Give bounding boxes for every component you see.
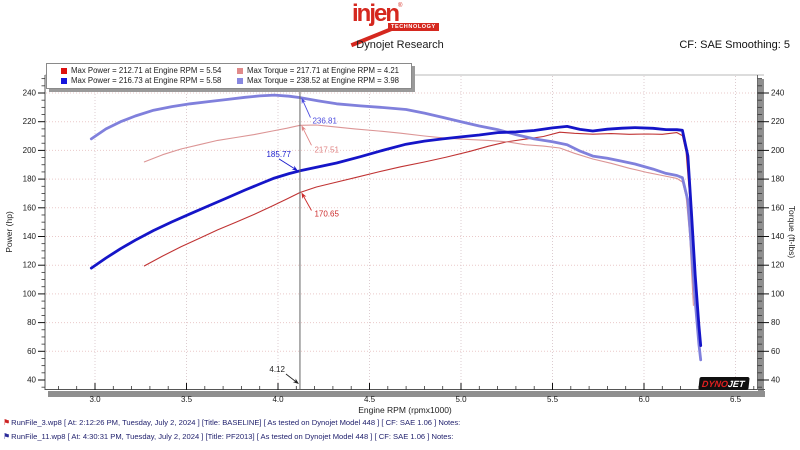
run-flag-icon: ⚑ (3, 418, 11, 427)
pf2013-power-curve (89, 125, 703, 348)
legend-swatch-icon (237, 67, 243, 74)
registered-mark-icon: ® (398, 3, 403, 9)
torque-axis-tick-label: 80 (771, 318, 780, 327)
annotation-label: 236.81 (312, 117, 337, 126)
legend-label: Max Torque = 217.71 at Engine RPM = 4.21 (247, 66, 399, 75)
annotation-arrowhead-icon (292, 378, 299, 384)
x-axis-tick-label: 3.0 (89, 395, 101, 404)
x-axis-tick-label: 6.0 (638, 395, 650, 404)
dynojet-logo-jet: JET (727, 379, 746, 389)
legend-swatch-icon (237, 77, 243, 84)
power-axis-tick-label: 100 (23, 289, 37, 298)
x-axis-tick-label: 6.5 (730, 395, 742, 404)
dynojet-logo: DYNOJET (698, 377, 750, 390)
annotation-arrow (302, 100, 311, 118)
power-axis-label: Power (hp) (4, 211, 14, 253)
torque-axis-tick-label: 140 (771, 232, 785, 241)
annotation-label: 185.77 (266, 150, 291, 159)
annotation-arrowhead-icon (291, 165, 298, 171)
smoothing-setting[interactable]: CF: SAE Smoothing: 5 (679, 39, 790, 51)
torque-axis-tick-label: 40 (771, 376, 780, 385)
power-axis-tick-label: 60 (27, 347, 36, 356)
power-axis-tick-label: 160 (23, 203, 37, 212)
torque-axis-tick-label: 220 (771, 117, 785, 126)
torque-axis-tick-label: 240 (771, 89, 785, 98)
torque-axis-tick-label: 200 (771, 146, 785, 155)
right-axis-bar (758, 79, 764, 391)
power-axis-tick-label: 240 (23, 89, 37, 98)
torque-axis-tick-label: 100 (771, 289, 785, 298)
baseline-power-curve (143, 131, 694, 281)
annotation-arrow (302, 127, 312, 146)
run-file-name: RunFile_3.wp8 (11, 418, 62, 427)
legend-swatch-icon (61, 77, 67, 84)
annotation-label: 4.12 (269, 365, 285, 374)
run-file-name: RunFile_11.wp8 (11, 432, 66, 441)
run-file-details: [ At: 2:12:26 PM, Tuesday, July 2, 2024 … (63, 418, 461, 427)
power-axis-tick-label: 80 (27, 318, 36, 327)
bottom-axis-bar (48, 391, 765, 397)
x-axis-tick-label: 5.0 (455, 395, 467, 404)
x-axis-tick-label: 3.5 (181, 395, 193, 404)
legend-label: Max Power = 212.71 at Engine RPM = 5.54 (71, 66, 222, 75)
legend-label: Max Power = 216.73 at Engine RPM = 5.58 (71, 76, 222, 85)
annotation-arrow (285, 373, 297, 383)
annotation-arrow (302, 194, 312, 211)
legend-item-max-torque-pf2013: Max Torque = 238.52 at Engine RPM = 3.98 (237, 76, 407, 85)
legend-item-max-power-baseline: Max Power = 212.71 at Engine RPM = 5.54 (61, 66, 231, 75)
torque-axis-tick-label: 60 (771, 347, 780, 356)
power-axis-tick-label: 220 (23, 117, 37, 126)
report-title: Dynojet Research (356, 39, 444, 51)
run-file-entry-baseline[interactable]: ⚑RunFile_3.wp8 [ At: 2:12:26 PM, Tuesday… (3, 418, 460, 427)
pf2013-torque-curve (89, 93, 703, 362)
dynojet-logo-dyno: DYNO (701, 379, 729, 389)
run-file-entry-pf2013[interactable]: ⚑RunFile_11.wp8 [ At: 4:30:31 PM, Tuesda… (3, 432, 453, 441)
torque-axis-tick-label: 180 (771, 175, 785, 184)
baseline-torque-curve (143, 124, 694, 306)
x-axis-tick-label: 4.0 (272, 395, 284, 404)
power-axis-tick-label: 40 (27, 376, 36, 385)
legend-item-max-power-pf2013: Max Power = 216.73 at Engine RPM = 5.58 (61, 76, 231, 85)
annotation-label: 170.65 (314, 210, 339, 219)
annotation-arrowhead-icon (301, 97, 307, 104)
torque-axis-label: Torque (ft-lbs) (787, 206, 797, 259)
injen-logo-subtext: TECHNOLOGY (388, 23, 439, 31)
power-axis-tick-label: 200 (23, 146, 37, 155)
run-flag-icon: ⚑ (3, 432, 11, 441)
power-axis-tick-label: 180 (23, 175, 37, 184)
injen-logo-text: injen (352, 0, 400, 27)
legend-swatch-icon (61, 67, 67, 74)
annotation-arrow (278, 158, 296, 170)
annotation-label: 217.51 (314, 145, 339, 154)
power-axis-tick-label: 120 (23, 261, 37, 270)
x-axis-tick-label: 5.5 (547, 395, 559, 404)
torque-axis-tick-label: 120 (771, 261, 785, 270)
power-axis-tick-label: 140 (23, 232, 37, 241)
injen-logo: injen® TECHNOLOGY (350, 0, 456, 48)
x-axis-tick-label: 4.5 (364, 395, 376, 404)
annotation-arrowhead-icon (301, 125, 307, 132)
torque-axis-tick-label: 160 (771, 203, 785, 212)
legend-label: Max Torque = 238.52 at Engine RPM = 3.98 (247, 76, 399, 85)
legend-item-max-torque-baseline: Max Torque = 217.71 at Engine RPM = 4.21 (237, 66, 407, 75)
legend: Max Power = 212.71 at Engine RPM = 5.54 … (46, 63, 412, 89)
annotation-arrowhead-icon (301, 192, 307, 199)
run-file-details: [ At: 4:30:31 PM, Tuesday, July 2, 2024 … (67, 432, 454, 441)
rpm-axis-label: Engine RPM (rpmx1000) (358, 405, 452, 415)
